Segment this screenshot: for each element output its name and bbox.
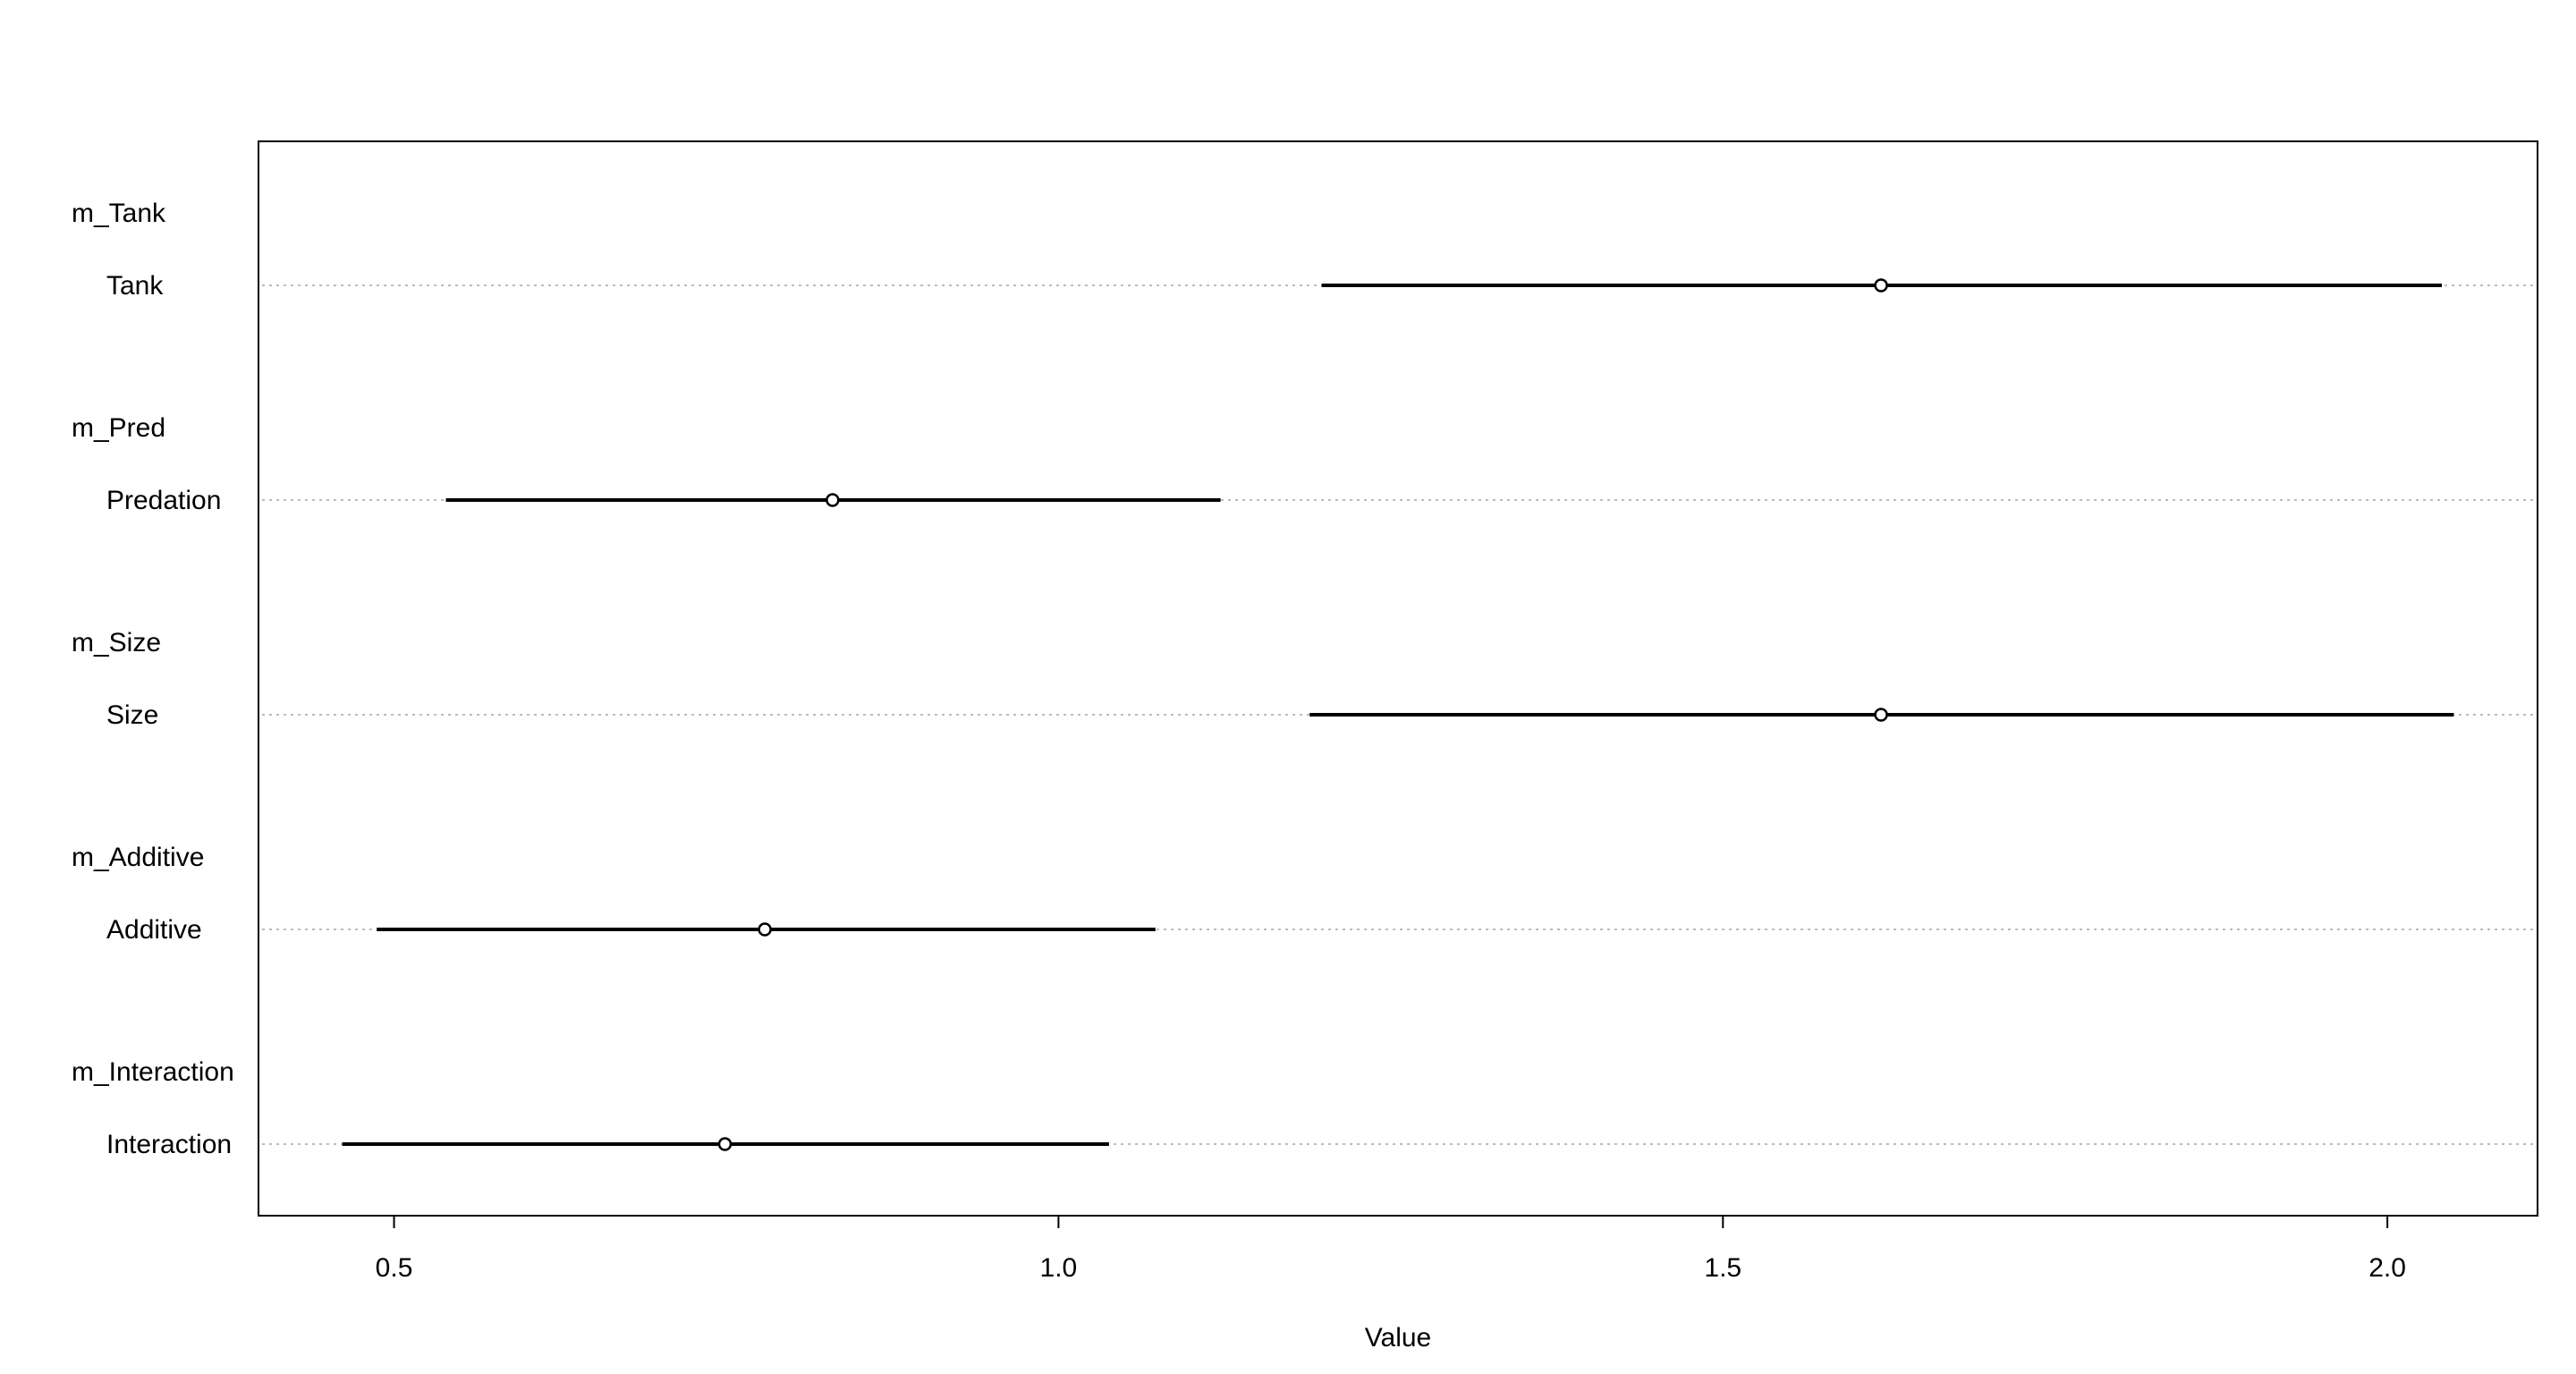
estimate-point bbox=[758, 922, 772, 937]
parameter-label: Predation bbox=[106, 486, 221, 515]
model-label: m_Pred bbox=[72, 413, 165, 443]
estimate-point bbox=[717, 1137, 733, 1151]
x-tick-label: 2.0 bbox=[2368, 1253, 2406, 1283]
estimate-point bbox=[1874, 708, 1888, 722]
model-label: m_Interaction bbox=[72, 1057, 234, 1087]
x-axis-label: Value bbox=[1365, 1323, 1432, 1353]
x-tick-label: 0.5 bbox=[376, 1253, 413, 1283]
x-tick-label: 1.5 bbox=[1704, 1253, 1741, 1283]
model-label: m_Size bbox=[72, 628, 161, 657]
estimate-point bbox=[1874, 278, 1888, 293]
model-label: m_Additive bbox=[72, 843, 204, 872]
parameter-label: Additive bbox=[106, 915, 202, 945]
parameter-label: Interaction bbox=[106, 1130, 232, 1159]
model-label: m_Tank bbox=[72, 199, 166, 228]
x-tick-label: 1.0 bbox=[1040, 1253, 1078, 1283]
estimate-point bbox=[826, 493, 840, 507]
parameter-label: Tank bbox=[106, 271, 164, 301]
plot-box bbox=[258, 140, 2538, 1217]
parameter-label: Size bbox=[106, 700, 158, 730]
